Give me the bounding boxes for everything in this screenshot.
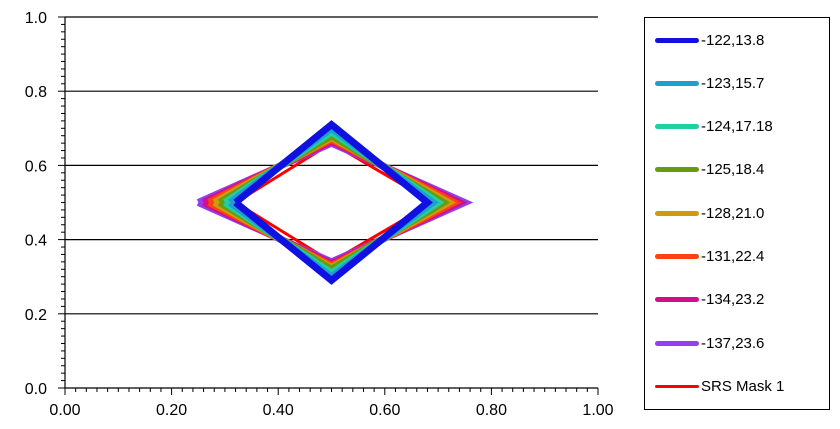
legend-item-3: -125,18.4 — [655, 160, 764, 180]
series-line-6 — [202, 137, 468, 268]
legend-item-2: -124,17.18 — [655, 117, 773, 137]
legend-label: -131,22.4 — [701, 248, 765, 265]
y-tick-label-4: 0.8 — [25, 84, 47, 101]
y-tick-label-3: 0.6 — [25, 158, 47, 175]
x-tick-label-2: 0.40 — [263, 402, 294, 419]
legend-swatch — [655, 167, 699, 173]
x-tick-label-5: 1.00 — [582, 402, 613, 419]
legend-item-0: -122,13.8 — [655, 30, 764, 50]
legend-swatch — [655, 37, 699, 43]
legend-label: -128,21.0 — [701, 204, 765, 222]
legend-swatch — [655, 254, 699, 259]
legend-item-7: -137,23.6 — [655, 333, 764, 353]
legend-label: -123,15.7 — [701, 74, 765, 92]
legend-item-1: -123,15.7 — [655, 73, 764, 93]
y-tick-label-5: 1.0 — [25, 10, 47, 27]
legend-item-5: -131,22.4 — [655, 247, 764, 267]
legend-label: -137,23.6 — [701, 334, 765, 352]
legend-swatch — [655, 210, 699, 216]
series-line-5 — [207, 135, 462, 270]
plot-area: 0.00 0.20 0.40 0.60 0.80 1.00 0.0 0.2 0.4 0.6 0.8 1… — [25, 10, 614, 419]
legend-swatch — [655, 297, 699, 303]
legend-label: -125,18.4 — [701, 161, 765, 179]
y-tick-label-0: 0.0 — [25, 381, 47, 398]
x-tick-label-1: 0.20 — [156, 402, 187, 419]
legend-item-6: -134,23.2 — [655, 290, 764, 310]
y-tick-label-2: 0.4 — [25, 233, 47, 250]
legend-label: -134,23.2 — [701, 291, 765, 309]
legend-label: -124,17.18 — [701, 118, 773, 136]
legend-item-8: SRS Mask 1 — [655, 376, 784, 396]
x-tick-label-0: 0.00 — [49, 402, 80, 419]
legend-swatch — [655, 384, 699, 388]
legend: -122,13.8 -123,15.7 -124,17.18 -125,18.4 -12… — [644, 17, 830, 410]
series-line-4 — [212, 133, 456, 272]
y-tick-label-1: 0.2 — [25, 307, 47, 324]
series-line-8 — [234, 141, 436, 264]
legend-swatch — [655, 80, 699, 86]
legend-item-4: -128,21.0 — [655, 203, 764, 223]
series-line-1 — [228, 123, 439, 282]
legend-label: -122,13.8 — [701, 31, 765, 49]
x-tick-label-3: 0.60 — [369, 402, 400, 419]
legend-swatch — [655, 124, 699, 130]
series-line-0 — [233, 120, 433, 285]
series-line-3 — [217, 131, 451, 274]
x-tick-label-4: 0.80 — [476, 402, 507, 419]
legend-swatch — [655, 340, 699, 346]
series-line-2 — [222, 127, 445, 278]
legend-label: SRS Mask 1 — [701, 377, 785, 395]
